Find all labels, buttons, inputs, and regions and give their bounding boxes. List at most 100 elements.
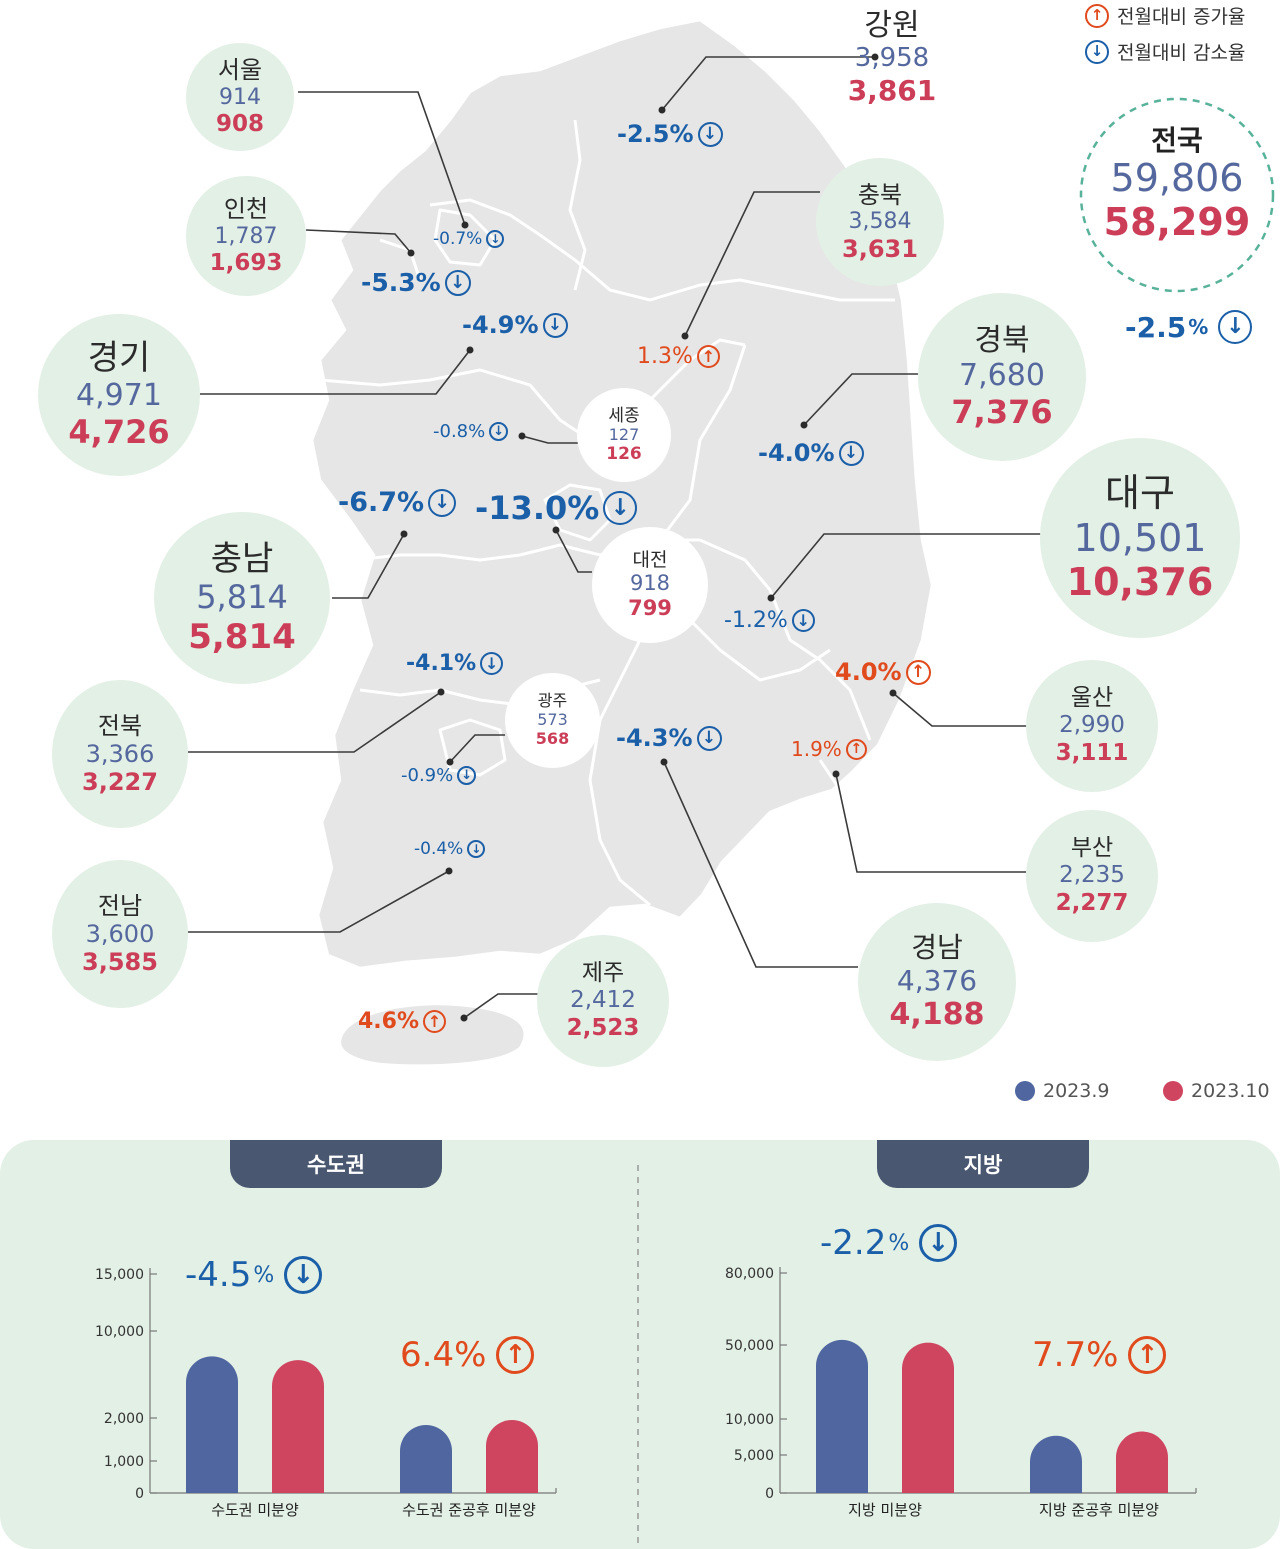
region-change-value: -4.0% — [758, 439, 835, 467]
region-oct: 1,693 — [209, 249, 283, 276]
decrease-arrow-icon: ↓ — [791, 609, 815, 632]
decrease-arrow-icon: ↓ — [457, 766, 477, 785]
region-daegu: 대구 10,501 10,376 — [1040, 438, 1240, 638]
region-change-value: -4.9% — [462, 311, 539, 339]
bar-sep — [1030, 1435, 1082, 1493]
chart-change-value: -4.5 — [185, 1255, 252, 1295]
increase-arrow-icon: ↑ — [1128, 1336, 1167, 1374]
decrease-arrow-icon: ↓ — [428, 488, 457, 517]
y-tick-label: 15,000 — [95, 1267, 144, 1283]
region-change: -0.4% ↓ — [414, 839, 486, 859]
chart-tab-local: 지방 — [877, 1140, 1089, 1188]
bar-oct — [486, 1419, 538, 1493]
region-name: 대전 — [632, 549, 668, 572]
decrease-arrow-icon: ↓ — [480, 652, 504, 675]
category-label: 수도권 준공후 미분양 — [402, 1501, 536, 1519]
national-change-value: -2.5 — [1125, 310, 1187, 344]
region-name: 전남 — [97, 891, 143, 920]
region-sep: 4,376 — [896, 964, 978, 998]
region-sep: 5,814 — [196, 578, 288, 617]
region-sep: 3,958 — [854, 43, 930, 74]
region-name: 대구 — [1105, 470, 1175, 515]
region-change: -4.1% ↓ — [406, 651, 504, 676]
decrease-arrow-icon: ↓ — [697, 121, 723, 147]
region-jeonnam: 전남 3,600 3,585 — [52, 860, 188, 1008]
region-gyeonggi: 경기 4,971 4,726 — [38, 314, 200, 476]
legend-series-oct: 2023.10 — [1163, 1080, 1270, 1102]
region-sep: 4,971 — [76, 378, 162, 414]
region-daejeon: 대전 918 799 — [592, 527, 708, 643]
jeju-shape — [338, 1002, 526, 1067]
national-ring — [1079, 97, 1275, 293]
region-chungbuk: 충북 3,584 3,631 — [816, 158, 944, 286]
leader-lines — [188, 56, 1042, 1019]
y-tick-label: 5,000 — [734, 1448, 774, 1464]
region-gyeongbuk: 경북 7,680 7,376 — [918, 293, 1086, 461]
region-oct: 2,523 — [566, 1014, 640, 1041]
y-tick-label: 10,000 — [95, 1324, 144, 1340]
region-oct: 908 — [215, 110, 264, 137]
region-gwangju: 광주 573 568 — [505, 673, 600, 768]
chart-change-unit: % — [888, 1230, 910, 1256]
category-label: 지방 미분양 — [848, 1501, 922, 1519]
region-change: -4.3% ↓ — [616, 724, 722, 752]
decrease-arrow-icon: ↓ — [1218, 310, 1253, 344]
region-change-value: -6.7% — [338, 487, 425, 518]
bar-oct — [902, 1342, 954, 1493]
region-oct: 4,726 — [68, 412, 170, 451]
region-gangwon: 강원 3,958 3,861 — [836, 0, 948, 115]
y-tick-label: 80,000 — [725, 1266, 774, 1282]
category-label: 수도권 미분양 — [211, 1501, 299, 1519]
region-busan: 부산 2,235 2,277 — [1026, 810, 1158, 942]
region-jeju: 제주 2,412 2,523 — [537, 935, 669, 1067]
legend-decrease-label: 전월대비 감소율 — [1117, 42, 1246, 64]
region-sep: 918 — [629, 571, 671, 596]
decrease-arrow-icon: ↓ — [603, 491, 638, 525]
region-name: 인천 — [223, 195, 269, 224]
legend-increase: ↑ 전월대비 증가율 — [1085, 2, 1245, 29]
region-name: 경기 — [87, 338, 151, 379]
region-change-value: -2.5% — [617, 120, 694, 148]
chart-change: 6.4% ↑ — [400, 1335, 535, 1375]
chart-tab-capital: 수도권 — [230, 1140, 442, 1188]
region-change-value: 1.9% — [791, 737, 842, 761]
region-name: 경북 — [974, 322, 1030, 358]
region-oct: 2,277 — [1055, 889, 1129, 916]
region-ulsan: 울산 2,990 3,111 — [1026, 660, 1158, 792]
decrease-arrow-icon: ↓ — [838, 440, 864, 466]
increase-arrow-icon: ↑ — [905, 659, 931, 685]
legend-series-sep: 2023.9 — [1015, 1080, 1109, 1102]
region-change-value: 1.3% — [637, 344, 693, 369]
increase-arrow-icon: ↑ — [845, 738, 867, 760]
region-change-value: 4.0% — [835, 658, 902, 686]
region-change-value: -0.7% — [433, 229, 483, 249]
national-block: 전국 59,806 58,299 — [1077, 124, 1277, 245]
region-name: 충남 — [210, 539, 274, 580]
decrease-arrow-icon: ↓ — [542, 312, 568, 338]
decrease-arrow-icon: ↓ — [486, 230, 505, 248]
series-oct-label: 2023.10 — [1191, 1080, 1270, 1102]
region-oct: 3,631 — [842, 234, 918, 263]
series-sep-label: 2023.9 — [1043, 1080, 1110, 1102]
region-name: 제주 — [581, 960, 625, 987]
region-oct: 126 — [606, 444, 642, 465]
chart-change-value: 7.7% — [1032, 1335, 1119, 1375]
region-sep: 10,501 — [1073, 515, 1207, 560]
region-chungnam: 충남 5,814 5,814 — [154, 512, 330, 684]
y-tick-label: 10,000 — [725, 1412, 774, 1428]
increase-arrow-icon: ↑ — [1085, 3, 1109, 28]
region-gyeongnam: 경남 4,376 4,188 — [858, 903, 1016, 1061]
region-change: -4.9% ↓ — [462, 311, 568, 339]
decrease-arrow-icon: ↓ — [489, 422, 509, 441]
increase-arrow-icon: ↑ — [696, 345, 720, 368]
region-change: -13.0% ↓ — [475, 489, 638, 527]
leader-dots — [400, 53, 897, 1022]
series-sep-swatch — [1015, 1081, 1035, 1101]
region-change-value: -4.3% — [616, 724, 693, 752]
region-name: 세종 — [608, 405, 640, 426]
y-tick-label: 0 — [135, 1486, 144, 1502]
region-name: 광주 — [537, 691, 568, 711]
increase-arrow-icon: ↑ — [423, 1010, 447, 1033]
region-name: 서울 — [217, 56, 263, 85]
bar-sep — [816, 1339, 868, 1493]
